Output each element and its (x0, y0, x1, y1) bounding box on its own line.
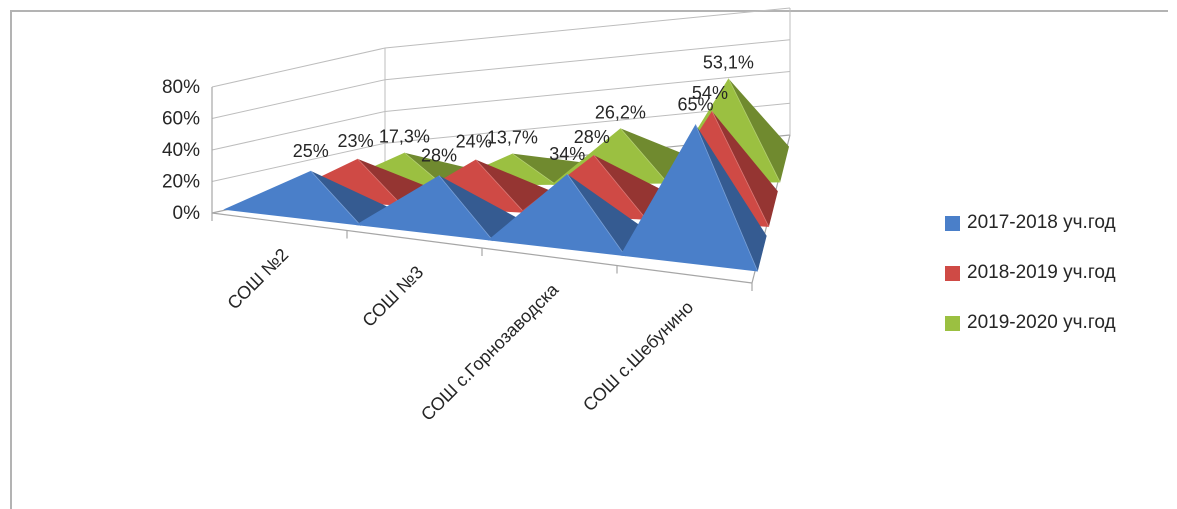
y-tick-label-4: 80% (162, 77, 200, 98)
legend-swatch-3 (945, 315, 960, 331)
pyramid-edge (711, 110, 770, 228)
pyramid-edge (695, 124, 759, 272)
data-label-3-4: 53,1% (703, 53, 754, 73)
category-label-2: СОШ №3 (358, 262, 427, 331)
pyramid-edge (438, 175, 494, 242)
pyramid-1-1 (223, 170, 395, 226)
data-label-3-1: 17,3% (379, 127, 430, 147)
data-label-2-4: 54% (692, 83, 728, 103)
pyramid-bars (223, 78, 790, 272)
data-label-2-1: 23% (338, 131, 374, 151)
pyramid-edge (593, 154, 648, 221)
y-tick-label-0: 0% (173, 203, 201, 224)
legend-swatch-2 (945, 265, 960, 281)
pyramid-front-face (355, 175, 494, 241)
pyramid-front-face (487, 174, 626, 257)
category-label-3: СОШ с.Горнозаводска (417, 279, 563, 425)
data-label-1-4: 65% (677, 94, 713, 114)
legend-label-3: 2019-2020 уч.год (967, 312, 1116, 333)
pyramid-side-face (310, 170, 395, 226)
pyramid-front-face (223, 170, 361, 226)
legend-label-2: 2018-2019 уч.год (967, 262, 1116, 283)
pyramid-1-4 (620, 124, 767, 272)
pyramid-side-face (620, 128, 686, 184)
data-label-1-2: 28% (421, 145, 457, 165)
pyramid-side-face (728, 78, 790, 183)
pyramid-side-face (567, 174, 643, 257)
pyramid-edge (728, 78, 781, 183)
data-label-2-2: 24% (456, 132, 492, 152)
pyramid-edge (475, 159, 525, 214)
pyramid-1-3 (487, 173, 643, 257)
pyramid-side-face (438, 175, 519, 241)
data-label-3-2: 13,7% (487, 128, 538, 148)
pyramid-edge (620, 128, 669, 184)
data-label-2-3: 28% (574, 127, 610, 147)
data-label-3-3: 26,2% (595, 102, 646, 122)
legend: 2017-2018 уч.год 2018-2019 уч.год 2019-2… (945, 198, 1116, 348)
legend-label-1: 2017-2018 уч.год (967, 212, 1116, 233)
pyramid-front-face (620, 124, 758, 272)
category-label-4: СОШ с.Шебунино (579, 297, 697, 415)
pyramid-side-face (593, 155, 664, 220)
category-label-1: СОШ №2 (223, 244, 292, 313)
pyramid-edge (512, 153, 557, 186)
chart-frame (10, 10, 1168, 509)
pyramid-side-face (695, 124, 767, 272)
legend-item-2: 2018-2019 уч.год (945, 248, 1116, 298)
pyramid-side-face (475, 159, 550, 213)
pyramid-side-face (711, 111, 778, 227)
y-tick-label-2: 40% (162, 140, 200, 161)
pyramid-1-2 (355, 175, 519, 242)
legend-swatch-1 (945, 215, 960, 231)
pyramid-edge (357, 158, 403, 207)
gridline-4 (211, 7, 791, 88)
data-label-1-1: 25% (293, 141, 329, 161)
pyramid-edge (566, 173, 626, 257)
legend-item-1: 2017-2018 уч.год (945, 198, 1116, 248)
data-label-1-3: 34% (549, 144, 585, 164)
pyramid-edge (310, 170, 362, 226)
y-axis-ticks: 0% 20% 40% 60% 80% (162, 77, 200, 224)
legend-item-3: 2019-2020 уч.год (945, 298, 1116, 348)
data-labels: 17,3% 13,7%26,2%53,1%23% 24% 28%54%25% 28% 34… (293, 53, 754, 166)
y-tick-label-1: 20% (162, 172, 200, 193)
y-tick-label-3: 60% (162, 109, 200, 130)
